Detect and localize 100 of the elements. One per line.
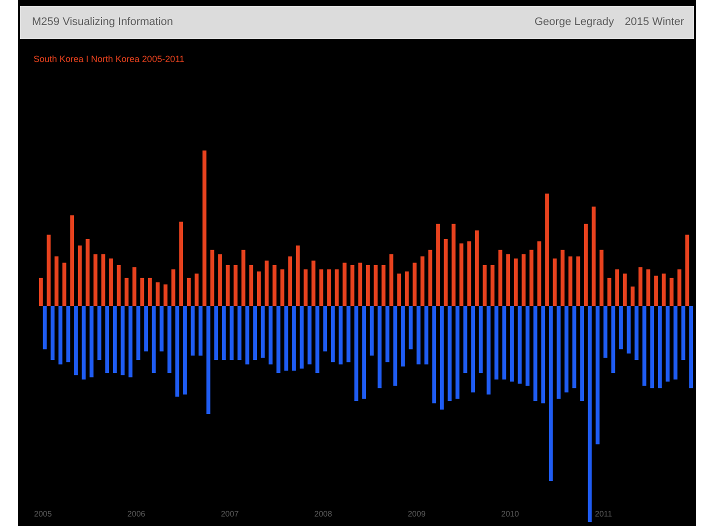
bar xyxy=(366,264,370,306)
bar xyxy=(448,306,452,402)
bar xyxy=(626,306,631,354)
bar xyxy=(66,306,70,362)
bar xyxy=(86,239,90,306)
bar xyxy=(257,271,261,306)
bar xyxy=(323,306,328,352)
bar xyxy=(46,234,51,306)
bar xyxy=(607,278,612,306)
x-tick-label: 2006 xyxy=(127,510,146,518)
bar xyxy=(109,258,113,306)
bar xyxy=(90,306,94,378)
bar xyxy=(530,250,534,306)
bar xyxy=(296,246,300,306)
bar xyxy=(541,306,546,404)
bar xyxy=(420,256,424,306)
bar xyxy=(416,306,420,364)
bar xyxy=(658,306,662,388)
bar xyxy=(522,254,526,306)
bar xyxy=(70,215,74,306)
bar xyxy=(588,306,592,522)
bar xyxy=(478,306,483,373)
bar xyxy=(112,306,117,373)
bar xyxy=(202,150,206,306)
bar xyxy=(556,306,561,399)
bar xyxy=(592,206,596,306)
bar xyxy=(338,306,343,364)
bar xyxy=(136,306,140,360)
bar xyxy=(642,306,646,386)
bar xyxy=(397,274,402,306)
bar xyxy=(666,306,670,382)
bar xyxy=(638,267,642,306)
bar xyxy=(300,306,304,369)
bar xyxy=(619,306,623,350)
bar xyxy=(634,306,638,360)
bar xyxy=(62,262,66,306)
text: M259 Visualizing Information xyxy=(32,16,174,28)
bar xyxy=(120,306,125,376)
bar xyxy=(490,264,494,306)
bar xyxy=(238,306,242,360)
bar xyxy=(389,254,394,306)
bar xyxy=(264,260,269,306)
bar xyxy=(475,230,479,306)
bar xyxy=(404,271,409,306)
bar xyxy=(148,278,152,306)
bar xyxy=(681,306,686,360)
bar xyxy=(82,306,86,380)
bar xyxy=(315,306,320,373)
bar xyxy=(533,306,538,402)
bar xyxy=(401,306,405,366)
bar xyxy=(662,274,666,306)
bar xyxy=(194,274,199,306)
bar xyxy=(284,306,288,371)
bar xyxy=(514,258,518,306)
bar xyxy=(308,306,312,364)
bar xyxy=(452,224,456,306)
bar xyxy=(42,306,47,350)
bar xyxy=(463,306,468,373)
bar xyxy=(54,256,58,306)
bar xyxy=(584,224,588,306)
bar xyxy=(167,306,172,373)
bar xyxy=(622,274,627,306)
bar xyxy=(506,254,510,306)
bar xyxy=(39,278,43,306)
bar xyxy=(670,278,674,306)
bar xyxy=(502,306,506,380)
x-tick-label: 2007 xyxy=(220,510,240,518)
bar xyxy=(432,306,436,404)
bar xyxy=(152,306,156,373)
bar xyxy=(459,243,464,306)
bar xyxy=(116,264,121,306)
bar xyxy=(50,306,55,360)
bar xyxy=(206,306,210,414)
bar xyxy=(190,306,195,356)
bar xyxy=(456,306,460,399)
bar xyxy=(689,306,693,388)
bar xyxy=(374,264,378,306)
bar xyxy=(160,306,164,352)
bar xyxy=(164,284,168,306)
bar xyxy=(518,306,522,384)
bar xyxy=(615,269,620,306)
bar xyxy=(385,306,390,362)
bar xyxy=(436,224,440,306)
bar xyxy=(346,306,350,362)
bar xyxy=(548,306,553,481)
bar xyxy=(545,194,549,306)
bar xyxy=(175,306,180,397)
bar xyxy=(230,306,234,360)
bar xyxy=(241,250,246,306)
bar xyxy=(526,306,530,386)
bar xyxy=(354,306,358,402)
bar xyxy=(444,239,448,306)
bar xyxy=(350,264,354,306)
bar xyxy=(288,256,292,306)
bar xyxy=(378,306,382,388)
bar xyxy=(537,241,542,306)
chart-title: South Korea I North Korea 2005-2011 xyxy=(33,54,184,64)
bar xyxy=(226,264,230,306)
bar xyxy=(198,306,202,356)
bar xyxy=(210,250,214,306)
